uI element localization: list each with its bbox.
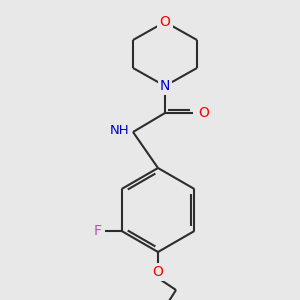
Text: NH: NH [110,124,129,137]
Text: O: O [199,106,209,120]
Text: F: F [94,224,102,238]
Text: O: O [160,15,170,29]
Text: O: O [153,265,164,279]
Text: N: N [160,79,170,93]
